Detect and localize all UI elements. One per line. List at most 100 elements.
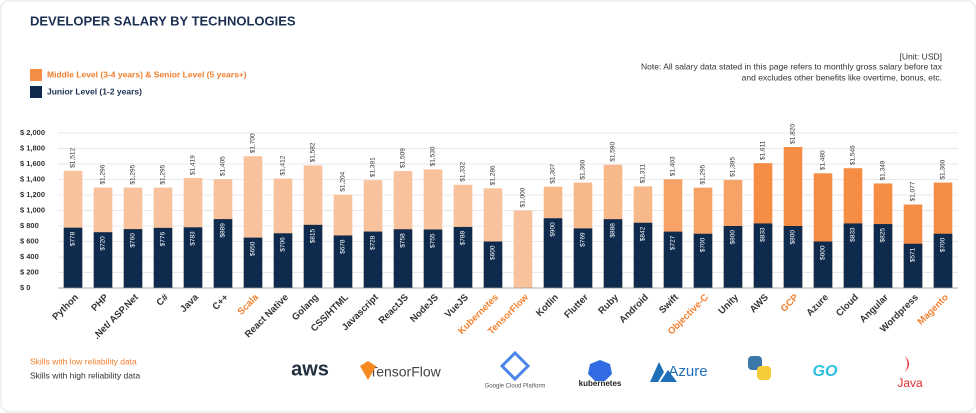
bar-junior: [753, 223, 773, 288]
bar-junior: [243, 237, 263, 288]
value-label: $888: [610, 223, 617, 238]
value-label: $1,332: [460, 162, 467, 182]
legend-label: Middle Level (3-4 years) & Senior Level …: [47, 69, 247, 79]
value-label: $1,391: [370, 157, 377, 177]
logo-shape: [748, 356, 762, 370]
value-label: $1,296: [100, 164, 107, 184]
value-label: $1,286: [490, 165, 497, 185]
value-label: $1,820: [790, 124, 797, 144]
value-label: $1,395: [730, 157, 737, 177]
value-label: $800: [730, 230, 737, 245]
bar-junior: [693, 233, 713, 288]
bar-junior: [873, 224, 893, 288]
value-label: $1,000: [520, 187, 527, 207]
value-label: $706: [280, 237, 287, 252]
bar-junior: [663, 231, 683, 288]
value-label: $1,412: [280, 155, 287, 175]
y-tick-label: $ 800: [20, 221, 39, 230]
logo-shape: [905, 356, 909, 372]
value-label: $700: [700, 237, 707, 252]
bar-junior: [273, 233, 293, 288]
value-label: $1,509: [400, 148, 407, 168]
y-tick-label: $ 0: [20, 283, 30, 292]
value-label: $1,360: [940, 159, 947, 179]
bar-junior: [303, 224, 323, 288]
value-label: $1,512: [70, 148, 77, 168]
bar-junior: [183, 227, 203, 288]
value-label: $720: [100, 236, 107, 251]
logo: aws: [291, 358, 329, 380]
value-label: $1,077: [910, 181, 917, 201]
logo-shape: [499, 350, 531, 382]
bar-junior: [843, 223, 863, 288]
unit-note: [Unit: USD]: [899, 51, 942, 61]
bar-junior: [453, 226, 473, 288]
bar-junior: [723, 226, 743, 288]
bar-junior: [63, 227, 83, 288]
legend-swatch: [30, 86, 42, 98]
value-label: $1,590: [610, 142, 617, 162]
bar-junior: [393, 229, 413, 288]
bar-junior: [933, 233, 953, 288]
y-tick-label: $ 200: [20, 267, 39, 276]
bar-junior: [333, 235, 353, 288]
logo-shape: [650, 362, 677, 382]
y-tick-label: $ 1,400: [20, 174, 45, 183]
value-label: $825: [880, 228, 887, 243]
value-label: $1,419: [190, 155, 197, 175]
value-label: $800: [790, 230, 797, 245]
bar-junior: [903, 243, 923, 288]
logo: Google Cloud Platform: [485, 384, 546, 390]
logo-shape: [588, 360, 612, 381]
bar-junior: [543, 218, 563, 288]
y-tick-label: $ 400: [20, 252, 39, 261]
value-label: $1,349: [880, 160, 887, 180]
y-tick-label: $ 2,000: [20, 128, 45, 137]
value-label: $1,405: [220, 156, 227, 176]
legend-swatch: [30, 69, 42, 81]
value-label: $769: [580, 232, 587, 247]
logo: Java: [897, 376, 923, 390]
value-label: $727: [670, 235, 677, 250]
footnote: Skills with low reliability data: [30, 356, 137, 366]
note: Note: All salary data stated in this pag…: [641, 61, 943, 71]
value-label: $1,311: [640, 164, 647, 184]
value-label: $1,295: [160, 164, 167, 184]
bar-junior: [603, 219, 623, 288]
value-label: $600: [820, 245, 827, 260]
value-label: $833: [850, 227, 857, 242]
value-label: $1,611: [760, 140, 767, 160]
y-tick-label: $ 1,000: [20, 205, 45, 214]
bar-junior: [633, 222, 653, 288]
value-label: $760: [130, 233, 137, 248]
value-label: $776: [160, 231, 167, 246]
value-label: $571: [910, 247, 917, 262]
bar-junior: [783, 226, 803, 288]
bar-junior: [123, 229, 143, 288]
value-label: $755: [430, 233, 437, 248]
value-label: $1,403: [670, 156, 677, 176]
note: and excludes other benefits like overtim…: [742, 72, 942, 82]
value-label: $1,307: [550, 163, 557, 183]
value-label: $1,295: [700, 164, 707, 184]
value-label: $842: [640, 226, 647, 241]
legend-label: Junior Level (1-2 years): [47, 86, 142, 96]
bar-junior: [573, 228, 593, 288]
value-label: $678: [340, 239, 347, 254]
logo: Azure: [668, 363, 707, 380]
bar-senior: [513, 210, 533, 288]
bar-junior: [213, 219, 233, 288]
value-label: $778: [70, 231, 77, 246]
value-label: $833: [760, 227, 767, 242]
value-label: $1,204: [340, 171, 347, 191]
value-label: $1,700: [250, 133, 257, 153]
y-tick-label: $ 1,600: [20, 159, 45, 168]
value-label: $815: [310, 228, 317, 243]
value-label: $650: [250, 241, 257, 256]
value-label: $1,546: [850, 145, 857, 165]
value-label: $788: [460, 231, 467, 246]
logo: GO: [813, 363, 838, 380]
logo-shape: [757, 366, 771, 380]
bar-junior: [93, 232, 113, 288]
